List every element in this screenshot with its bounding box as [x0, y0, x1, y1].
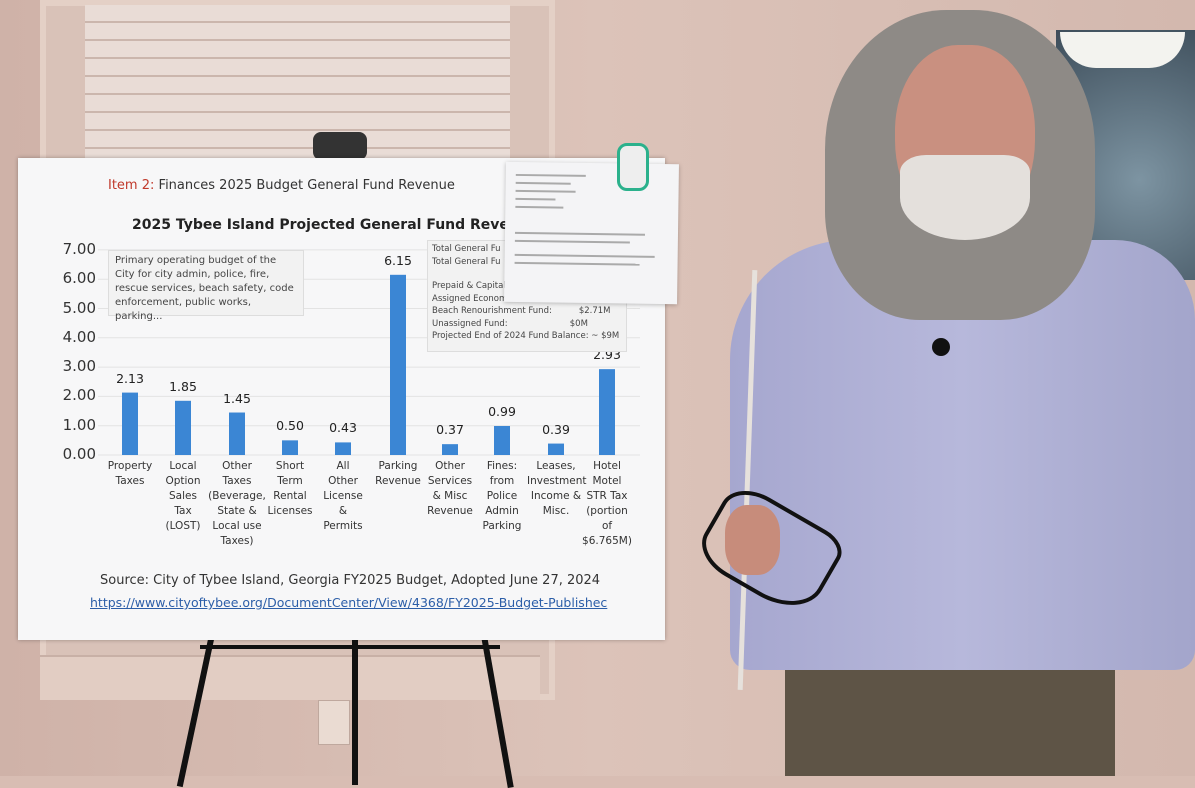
- category-label: Other Services & Misc Revenue: [427, 460, 473, 517]
- value-label: 0.39: [542, 421, 570, 437]
- paper-clip: [617, 143, 649, 191]
- poster-heading: Item 2: Finances 2025 Budget General Fun…: [108, 178, 455, 193]
- bar: [494, 425, 510, 455]
- item-label: Item 2:: [108, 178, 155, 193]
- bar: [122, 392, 138, 455]
- y-tick-label: 3.00: [62, 357, 96, 376]
- bar: [390, 274, 406, 455]
- presenter-hand: [725, 505, 780, 575]
- bar: [548, 443, 564, 455]
- category-label: Local Option Sales Tax (LOST): [165, 460, 201, 532]
- bar: [335, 442, 351, 455]
- bar: [282, 440, 298, 455]
- y-tick-label: 2.00: [62, 386, 96, 405]
- value-label: 0.43: [329, 420, 357, 436]
- window-sill: [40, 655, 540, 700]
- value-label: 0.37: [436, 422, 464, 438]
- bar: [442, 444, 458, 455]
- bar: [599, 369, 615, 455]
- y-tick-label: 5.00: [62, 298, 96, 317]
- value-label: 1.45: [223, 390, 251, 406]
- chart-title: 2025 Tybee Island Projected General Fund…: [132, 217, 569, 233]
- category-label: Property Taxes: [107, 460, 153, 487]
- bar: [175, 400, 191, 455]
- fund-line: Projected End of 2024 Fund Balance: ~ $9…: [432, 331, 620, 341]
- window-blinds: [85, 5, 510, 165]
- fund-line: Total General Fu: [432, 256, 501, 267]
- value-label: 2.13: [116, 370, 144, 386]
- fund-line: Prepaid & Capital: [432, 281, 506, 291]
- wall-outlet: [318, 700, 350, 745]
- y-tick-label: 1.00: [62, 415, 96, 434]
- easel-leg-center: [352, 635, 358, 785]
- attached-note-paper: [504, 161, 679, 305]
- description-box: Primary operating budget of the City for…: [108, 250, 304, 322]
- source-text: Source: City of Tybee Island, Georgia FY…: [100, 573, 601, 588]
- category-label: Parking Revenue: [375, 460, 421, 487]
- category-label: All Other License & Permits: [323, 460, 363, 532]
- item-title: Finances 2025 Budget General Fund Revenu…: [158, 178, 455, 193]
- y-tick-label: 7.00: [62, 239, 96, 258]
- category-label: Leases, Investment Income & Misc.: [527, 460, 587, 517]
- fund-line: Assigned Econom: [432, 293, 508, 304]
- value-label: 6.15: [384, 252, 412, 268]
- bar: [229, 412, 245, 455]
- lapel-microphone: [932, 338, 950, 356]
- fund-line: Total General Fu: [432, 244, 501, 254]
- presenter-beard: [900, 155, 1030, 240]
- value-label: 0.50: [276, 418, 304, 434]
- easel-clamp: [313, 132, 367, 160]
- y-tick-label: 0.00: [62, 445, 96, 463]
- easel-crossbar: [200, 645, 500, 649]
- y-tick-label: 4.00: [62, 327, 96, 346]
- source-url[interactable]: https://www.cityoftybee.org/DocumentCent…: [90, 595, 608, 610]
- category-label: Hotel Motel STR Tax (portion of $6.765M): [582, 460, 632, 547]
- category-label: Other Taxes (Beverage, State & Local use…: [208, 460, 266, 547]
- ceiling-lamp: [1060, 32, 1185, 68]
- fund-line: Beach Renourishment Fund: $2.71M: [432, 306, 611, 316]
- category-label: Short Term Rental Licenses: [267, 460, 313, 517]
- value-label: 1.85: [169, 378, 197, 394]
- fund-line: Unassigned Fund: $0M: [432, 318, 588, 329]
- category-label: Fines: from Police Admin Parking: [482, 460, 522, 532]
- value-label: 0.99: [488, 403, 516, 419]
- y-tick-label: 6.00: [62, 269, 96, 288]
